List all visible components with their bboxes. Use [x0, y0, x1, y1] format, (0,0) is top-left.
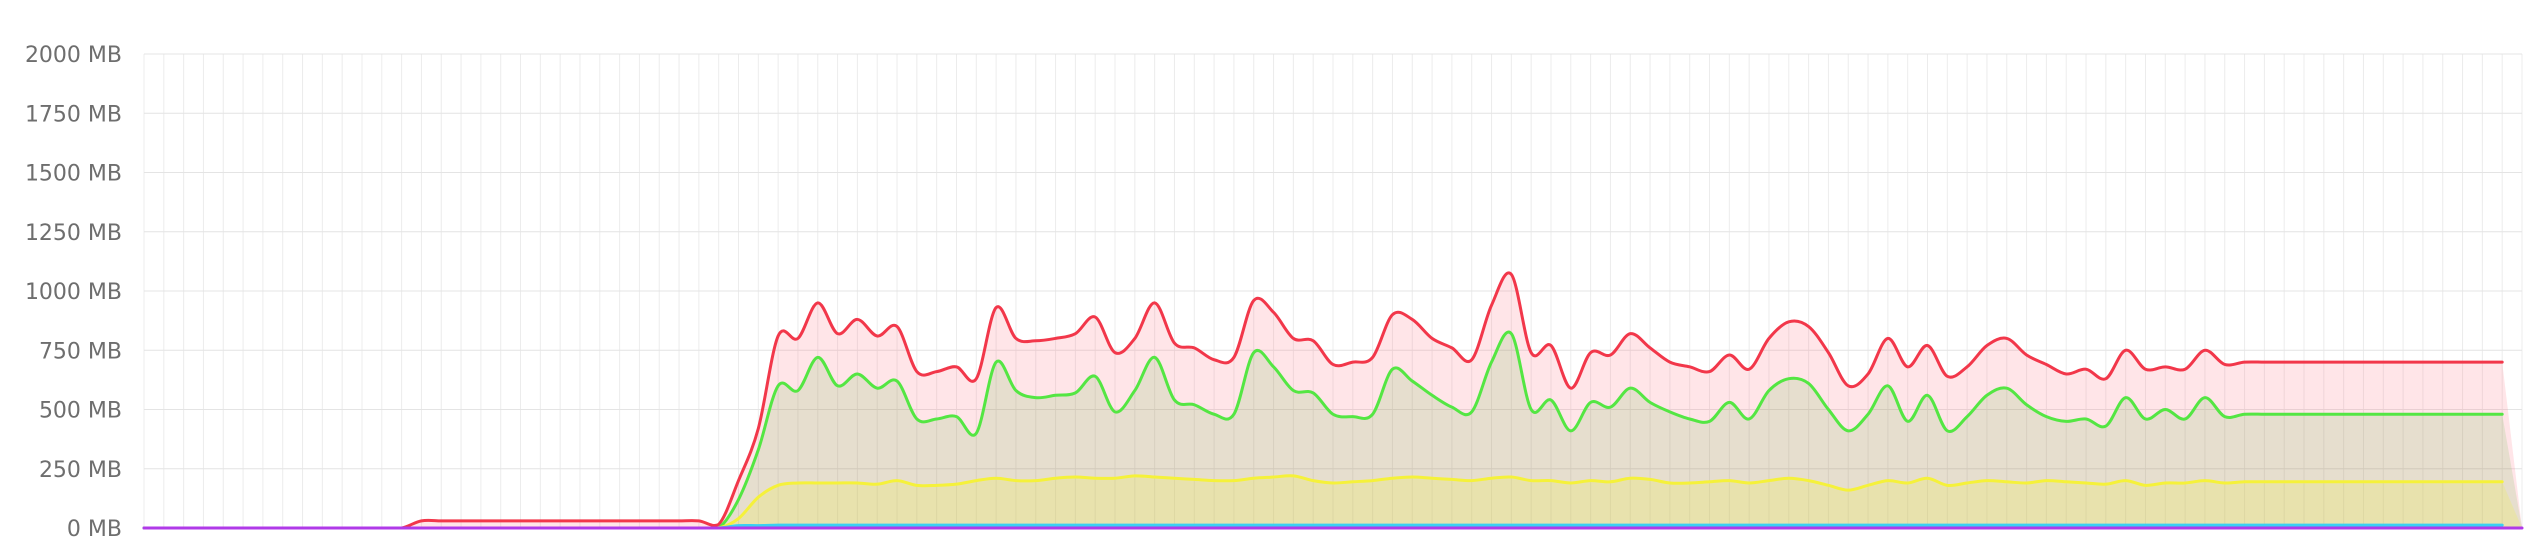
- line-layer: [142, 271, 2524, 530]
- series-0-area: [144, 272, 2522, 528]
- y-tick-label: 750 MB: [39, 339, 122, 364]
- y-tick-label: 1750 MB: [25, 102, 122, 127]
- y-tick-label: 500 MB: [39, 399, 122, 424]
- y-tick-label: 250 MB: [39, 458, 122, 483]
- y-tick-label: 0 MB: [67, 517, 122, 542]
- y-tick-label: 1500 MB: [25, 162, 122, 187]
- series-2-area: [144, 475, 2522, 528]
- grid-layer: [143, 53, 2523, 529]
- y-tick-label: 1000 MB: [25, 280, 122, 305]
- y-tick-label: 1250 MB: [25, 221, 122, 246]
- series-0-line: [142, 271, 2504, 530]
- y-axis-labels: 0 MB 250 MB 500 MB 750 MB 1000 MB 1250 MB 1500…: [25, 43, 122, 542]
- y-tick-label: 2000 MB: [25, 43, 122, 68]
